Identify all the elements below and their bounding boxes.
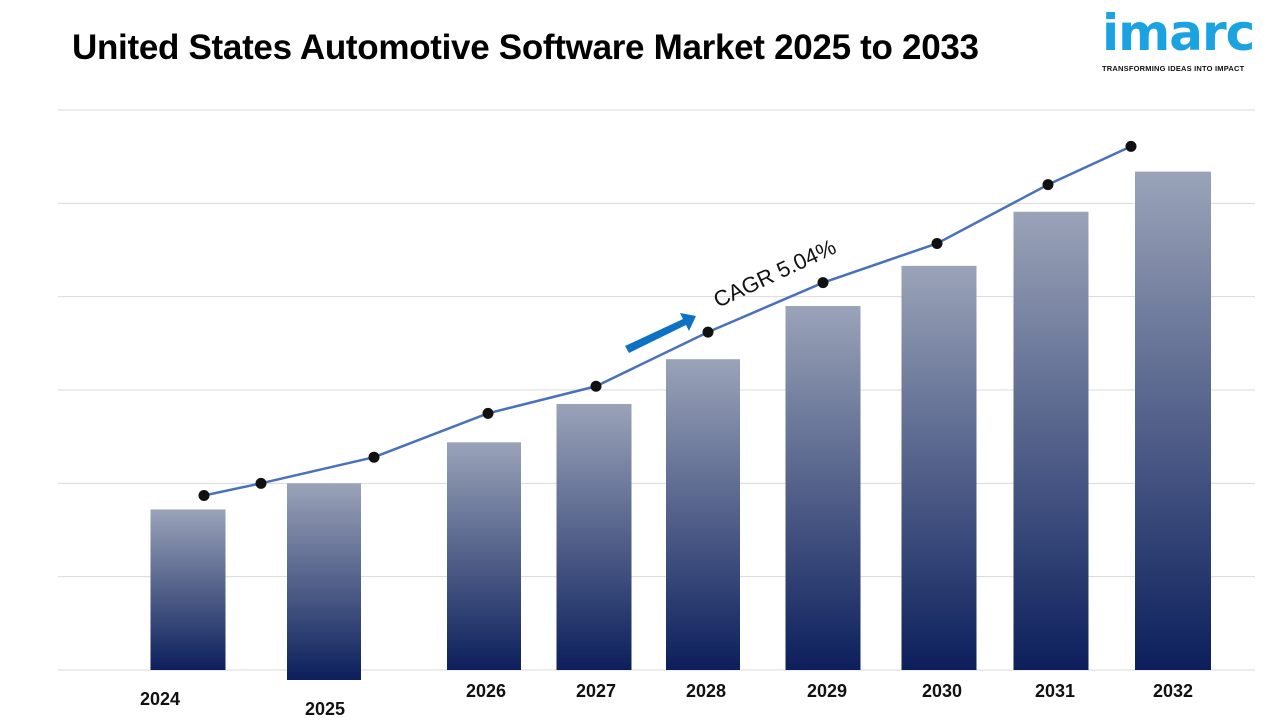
x-tick-label: 2024: [140, 689, 180, 709]
x-tick-label: 2025: [305, 699, 345, 719]
bar-2032: [1135, 171, 1211, 670]
trend-point: [198, 489, 210, 501]
trend-line: [203, 145, 1132, 497]
bar-2028: [666, 359, 740, 670]
x-tick-label: 2028: [686, 681, 726, 701]
trend-point: [482, 407, 494, 419]
logo-wordmark: imarc: [1102, 4, 1255, 62]
bar-2024: [150, 509, 226, 670]
trend-point: [368, 451, 380, 463]
trend-point: [817, 277, 829, 289]
bar-2029: [785, 306, 861, 670]
trend-point: [702, 326, 714, 338]
trend-point: [1125, 140, 1137, 152]
bar-2025: [287, 483, 361, 680]
x-tick-label: 2032: [1153, 681, 1193, 701]
x-tick-label: 2031: [1035, 681, 1075, 701]
imarc-logo: imarc TRANSFORMING IDEAS INTO IMPACT: [1098, 4, 1258, 80]
logo-tagline: TRANSFORMING IDEAS INTO IMPACT: [1102, 64, 1245, 73]
bar-2026: [447, 442, 521, 670]
chart-title: United States Automotive Software Market…: [72, 28, 979, 67]
trend-point: [590, 380, 602, 392]
bar-2030: [901, 265, 977, 670]
growth-arrow-icon: [625, 313, 696, 353]
x-tick-label: 2030: [922, 681, 962, 701]
bar-2031: [1013, 211, 1089, 670]
bar-2027: [556, 404, 632, 670]
x-tick-label: 2029: [807, 681, 847, 701]
trend-point: [931, 237, 943, 249]
trend-point: [1042, 179, 1054, 191]
x-tick-label: 2026: [466, 681, 506, 701]
x-tick-label: 2027: [576, 681, 616, 701]
cagr-annotation: CAGR 5.04%: [710, 234, 840, 312]
trend-point: [255, 477, 267, 489]
